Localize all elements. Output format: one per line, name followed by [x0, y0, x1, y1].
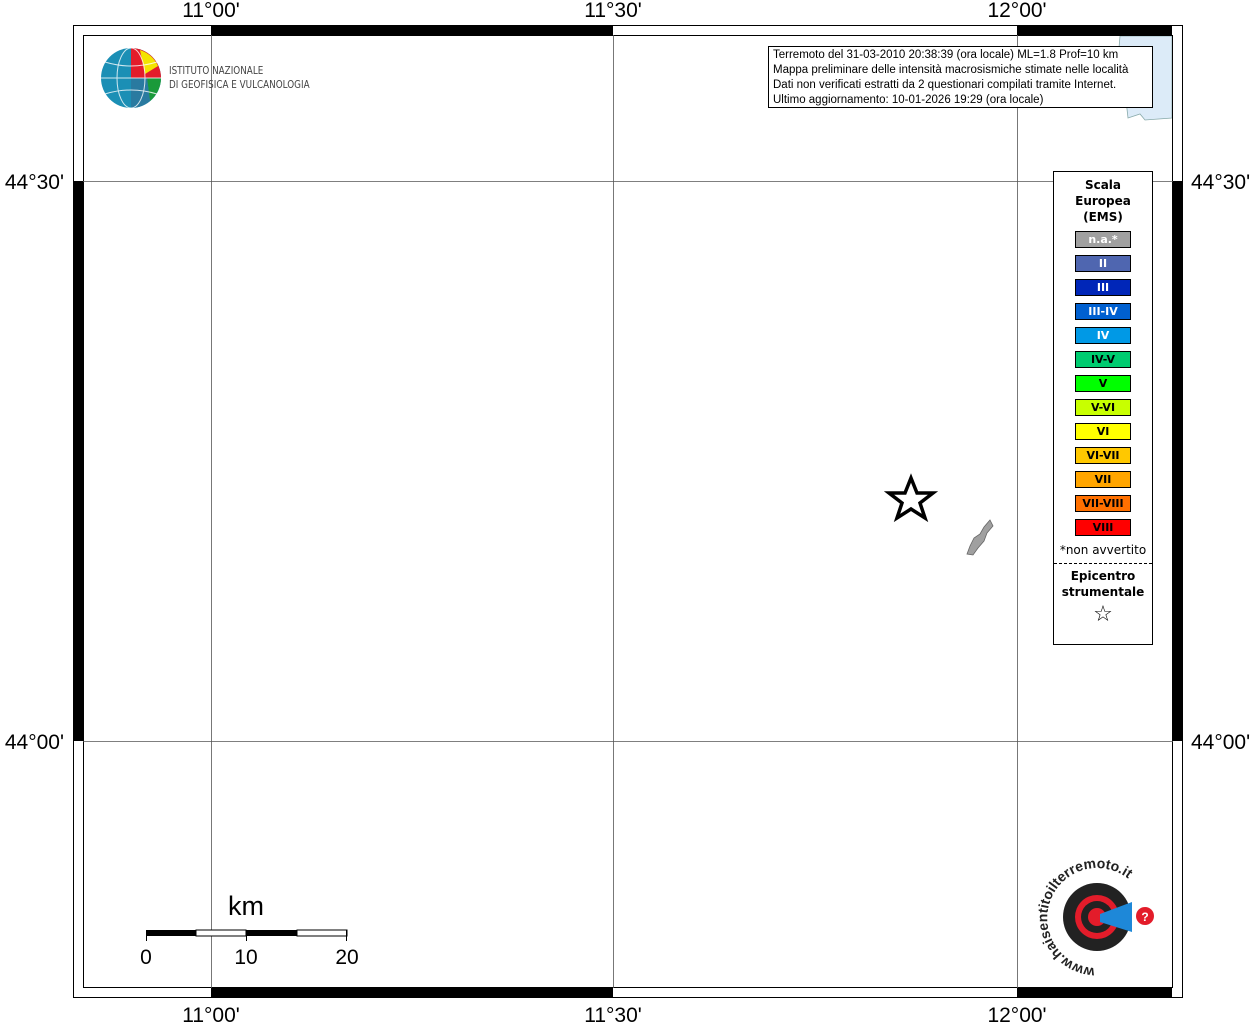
locality-area: [966, 519, 994, 556]
legend-swatches: n.a.* II III III-IV IV IV-V V V-VI VI VI-VII VII VI…: [1054, 231, 1152, 536]
info-line: Terremoto del 31-03-2010 20:38:39 (ora l…: [773, 49, 1119, 61]
frame-bar: [1017, 988, 1172, 997]
info-line: Ultimo aggiornamento: 10-01-2026 19:29 (…: [773, 94, 1044, 106]
frame-bar: [211, 26, 613, 35]
legend-swatch: V: [1075, 375, 1131, 392]
info-line: Mappa preliminare delle intensità macros…: [773, 64, 1129, 76]
frame-bar: [1173, 181, 1182, 741]
event-info-box: Terremoto del 31-03-2010 20:38:39 (ora l…: [768, 46, 1153, 108]
legend-swatch: n.a.*: [1075, 231, 1131, 248]
lon-label-bottom: 11°00': [182, 1004, 240, 1024]
scale-bar: km 0 10 20: [140, 891, 359, 969]
legend-swatch: III-IV: [1075, 303, 1131, 320]
legend-note: *non avvertito: [1059, 543, 1147, 557]
lon-label-top: 11°00': [182, 0, 240, 22]
legend-swatch: VI: [1075, 423, 1131, 440]
ingv-logo-text: ISTITUTO NAZIONALE DI GEOFISICA E VULCAN…: [169, 64, 310, 92]
star-icon: ☆: [1093, 602, 1113, 627]
epicenter-label-line: Epicentro: [1070, 569, 1136, 583]
info-line: Dati non verificati estratti da 2 questi…: [773, 79, 1117, 91]
legend-swatch: V-VI: [1075, 399, 1131, 416]
ingv-logo-globe-icon: [101, 47, 161, 109]
intensity-legend: Scala Europea (EMS) n.a.* II III III-IV IV IV…: [1053, 171, 1153, 645]
legend-swatch: VII-VIII: [1075, 495, 1131, 512]
lon-label-bottom: 12°00': [987, 1004, 1046, 1024]
lat-label-right: 44°30': [1191, 171, 1250, 194]
lat-label-left: 44°30': [5, 171, 64, 194]
map-frame-outer: [73, 25, 1183, 998]
legend-swatch: VII: [1075, 471, 1131, 488]
lon-label-top: 11°30': [584, 0, 642, 22]
scale-tick: 0: [140, 946, 152, 969]
scale-tick: 20: [335, 946, 358, 969]
frame-bar: [1017, 26, 1172, 35]
lat-label-right: 44°00': [1191, 731, 1250, 754]
lon-label-top: 12°00': [987, 0, 1046, 22]
lat-label-left: 44°00': [5, 731, 64, 754]
legend-swatch: VIII: [1075, 519, 1131, 536]
frame-bar: [211, 988, 613, 997]
legend-title-line: (EMS): [1083, 210, 1123, 224]
map-frame-inner: [83, 35, 1173, 988]
svg-text:?: ?: [1141, 910, 1148, 924]
ingv-name-line1: ISTITUTO NAZIONALE: [169, 64, 264, 77]
epicenter-star-icon: [883, 473, 939, 523]
legend-title: Scala Europea (EMS): [1054, 177, 1152, 225]
legend-swatch: IV-V: [1075, 351, 1131, 368]
scale-unit: km: [228, 891, 264, 921]
scale-tick: 10: [234, 946, 257, 969]
legend-divider: [1054, 563, 1152, 564]
ingv-name-line2: DI GEOFISICA E VULCANOLOGIA: [169, 78, 310, 91]
graticule: [83, 35, 1173, 988]
legend-title-line: Scala: [1084, 178, 1122, 192]
frame-bar: [74, 181, 83, 741]
legend-title-line: Europea: [1075, 194, 1131, 208]
legend-swatch: III: [1075, 279, 1131, 296]
epicenter-label: Epicentro strumentale: [1054, 568, 1152, 600]
legend-swatch: II: [1075, 255, 1131, 272]
legend-swatch: VI-VII: [1075, 447, 1131, 464]
haisentito-logo: ? www.haisentitoilterremoto.it: [1034, 855, 1154, 981]
legend-swatch: IV: [1075, 327, 1131, 344]
epicenter-label-line: strumentale: [1061, 585, 1145, 599]
lon-label-bottom: 11°30': [584, 1004, 642, 1024]
